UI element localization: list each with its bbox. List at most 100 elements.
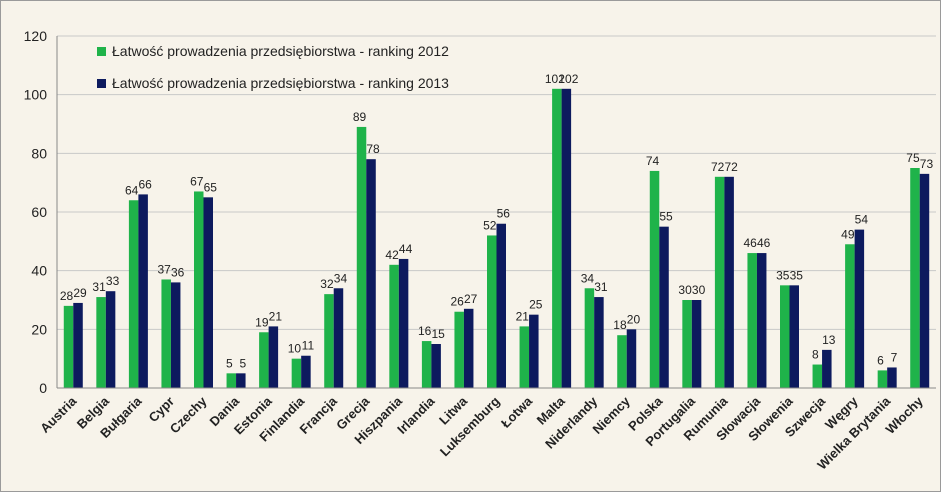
data-label: 46 [757,236,771,250]
data-label: 64 [125,183,139,197]
data-label: 102 [558,72,578,86]
data-label: 33 [106,274,120,288]
data-label: 27 [464,292,478,306]
bar [63,305,74,388]
data-label: 52 [483,218,497,232]
bar [324,294,334,388]
data-label: 5 [239,356,246,370]
bar [96,297,106,388]
bar [854,229,865,388]
bar [194,191,204,388]
data-label: 37 [158,262,172,276]
data-label: 29 [73,286,87,300]
data-label: 36 [171,265,185,279]
data-label: 21 [516,309,530,323]
y-tick-label: 0 [39,380,47,396]
bar [724,176,734,388]
bar [887,367,897,388]
data-label: 56 [497,207,511,221]
bar [561,88,572,389]
bar [529,314,539,388]
data-label: 30 [678,283,692,297]
bar [226,373,237,388]
data-label: 72 [724,160,738,174]
bar [626,329,637,388]
bar [356,126,367,388]
bar [333,288,344,388]
data-label: 5 [226,356,233,370]
bar [756,253,767,388]
bar [496,223,506,388]
data-label: 54 [855,213,869,227]
data-label: 15 [431,327,445,341]
data-label: 42 [385,248,399,262]
data-label: 7 [891,350,898,364]
data-label: 35 [776,268,790,282]
bar [747,253,757,388]
data-label: 75 [906,151,920,165]
bar [691,300,702,388]
bar [789,285,799,388]
data-label: 6 [877,353,884,367]
bar [487,235,497,388]
bar [431,344,441,388]
data-label: 34 [334,271,348,285]
bar [291,358,302,388]
data-label: 89 [353,110,367,124]
bar [463,308,474,388]
data-label: 102 [545,72,565,86]
bar [236,373,246,388]
y-tick-label: 80 [31,145,47,161]
data-label: 46 [744,236,758,250]
data-label: 35 [790,268,804,282]
data-label: 32 [320,277,334,291]
data-label: 11 [302,339,315,353]
data-label: 16 [418,324,432,338]
bar [161,279,171,388]
bar [780,285,790,388]
y-tick-label: 40 [31,263,47,279]
y-tick-label: 20 [31,321,47,337]
data-label: 66 [138,177,152,191]
bar [454,311,464,388]
data-label: 21 [269,309,283,323]
bar [366,159,376,388]
data-label: 65 [204,180,218,194]
data-label: 78 [366,142,380,156]
legend-label: Łatwość prowadzenia przedsiębiorstwa - r… [112,43,449,59]
data-label: 74 [646,154,660,168]
data-label: 19 [255,315,269,329]
legend-swatch [97,79,106,88]
bar [594,297,604,388]
bar [714,176,725,388]
y-tick-label: 120 [24,28,48,44]
bar [105,291,116,388]
bar [617,335,627,388]
data-label: 34 [581,271,595,285]
data-label: 67 [190,174,204,188]
data-label: 55 [659,210,673,224]
bar [812,364,823,388]
bar [910,168,920,388]
bar [398,258,409,388]
data-label: 28 [60,289,74,303]
bar [845,244,855,388]
bar [170,282,181,388]
data-label: 31 [92,280,106,294]
bar [268,326,279,388]
legend-swatch [97,47,106,56]
bar [301,355,311,388]
legend-label: Łatwość prowadzenia przedsiębiorstwa - r… [112,75,449,91]
data-label: 30 [692,283,706,297]
data-label: 26 [451,295,465,309]
data-label: 18 [613,318,627,332]
bar [138,194,148,388]
data-label: 73 [920,157,934,171]
data-label: 49 [841,227,855,241]
bar [649,170,660,388]
data-label: 25 [529,298,543,312]
data-label: 10 [288,342,302,356]
data-label: 13 [822,333,836,347]
